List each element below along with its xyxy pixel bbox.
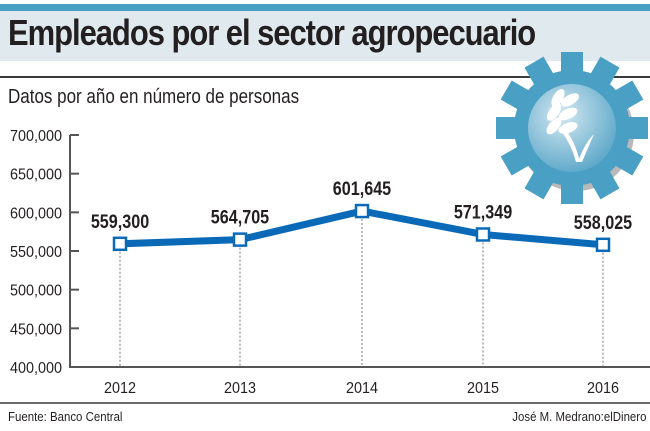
- gear-tooth: [561, 180, 583, 204]
- data-label: 564,705: [211, 206, 270, 228]
- x-tick-label: 2012: [104, 379, 136, 397]
- data-label: 558,025: [574, 212, 633, 234]
- y-tick-label: 450,000: [10, 321, 62, 339]
- gear-tooth: [561, 52, 583, 76]
- header-divider: [0, 76, 650, 78]
- x-tick-label: 2015: [467, 379, 499, 397]
- data-label: 571,349: [454, 201, 513, 223]
- y-tick-label: 600,000: [10, 205, 62, 223]
- gear-tooth: [496, 117, 520, 139]
- chart-title: Empleados por el sector agropecuario: [8, 12, 536, 53]
- y-tick-label: 700,000: [10, 127, 62, 145]
- x-tick-label: 2014: [346, 379, 379, 397]
- data-label: 601,645: [333, 178, 392, 200]
- author-credit: José M. Medrano:elDinero: [511, 409, 646, 424]
- gear-tooth: [624, 117, 648, 139]
- y-tick-label: 550,000: [10, 243, 62, 261]
- top-accent-bar: [0, 4, 650, 11]
- data-point-marker: [232, 232, 248, 247]
- y-tick-label: 400,000: [10, 359, 62, 377]
- data-point-marker: [112, 236, 128, 252]
- data-point-marker: [354, 203, 370, 219]
- source-note: Fuente: Banco Central: [8, 409, 123, 424]
- data-point-marker: [475, 227, 491, 242]
- data-point-marker: [595, 237, 611, 253]
- chart-subtitle: Datos por año en número de personas: [8, 86, 300, 108]
- y-tick-label: 500,000: [10, 282, 62, 300]
- footer-divider: [0, 402, 650, 404]
- x-tick-label: 2013: [224, 379, 256, 397]
- y-tick-label: 650,000: [10, 166, 62, 184]
- x-tick-label: 2016: [587, 379, 619, 397]
- header-band: [0, 11, 650, 61]
- gear-wheat-icon: [496, 52, 648, 204]
- data-label: 559,300: [91, 211, 150, 233]
